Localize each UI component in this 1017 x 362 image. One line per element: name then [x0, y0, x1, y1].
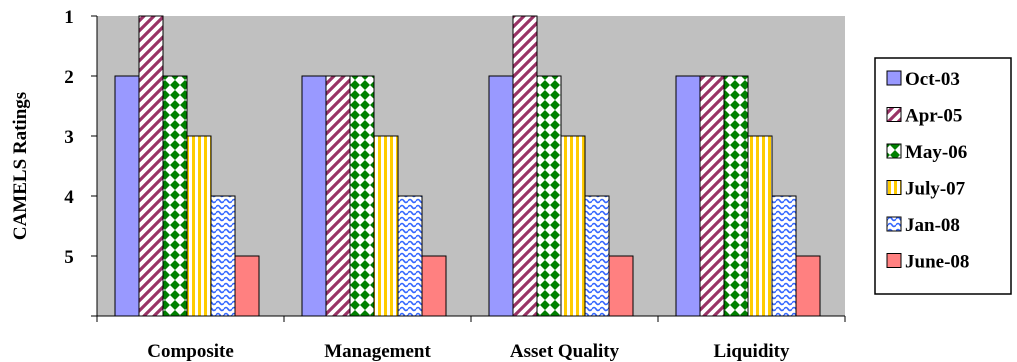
y-axis-title: CAMELS Ratings: [10, 92, 31, 240]
legend-label-june-08: June-08: [905, 252, 969, 273]
legend-label-oct-03: Oct-03: [905, 69, 960, 90]
legend: Oct-03 Apr-05 May-06 July-07 Jan-08 June-08: [886, 69, 969, 273]
bar-may-06-liquidity: [723, 75, 749, 317]
bar-may-06-management: [349, 75, 375, 317]
x-category-label: Composite: [147, 341, 234, 362]
x-category-label: Management: [324, 341, 431, 362]
y-tick-label: 5: [64, 247, 74, 268]
y-tick-labels: 1 2 3 4 5: [64, 7, 74, 268]
y-tick-label: 4: [64, 187, 74, 208]
x-category-labels: Composite Management Asset Quality Liquidit…: [147, 341, 790, 362]
y-tick-label: 2: [64, 67, 74, 88]
legend-swatch-may-06: [886, 143, 902, 159]
bar-oct-03-management: [301, 75, 327, 317]
bar-july-07-asset-quality: [560, 135, 586, 317]
legend-box: [874, 57, 1012, 295]
legend-swatch-july-07: [886, 180, 902, 195]
y-tick-label: 3: [64, 127, 74, 148]
bar-apr-05-liquidity: [699, 75, 725, 317]
x-category-label: Asset Quality: [510, 341, 620, 362]
bar-june-08-liquidity: [795, 255, 821, 317]
bar-june-08-management: [421, 255, 447, 317]
legend-swatch-jan-08: [886, 216, 902, 232]
bar-jan-08-liquidity: [771, 195, 797, 317]
axes-group: [91, 15, 846, 322]
bar-oct-03-liquidity: [675, 75, 701, 317]
bar-jan-08-composite: [210, 195, 236, 317]
bar-jan-08-asset-quality: [584, 195, 610, 317]
legend-swatch-june-08: [886, 253, 902, 268]
bars-group: [114, 15, 821, 317]
x-category-label: Liquidity: [713, 341, 790, 362]
bar-june-08-composite: [234, 255, 260, 317]
bar-oct-03-composite: [114, 75, 140, 317]
bar-apr-05-composite: [138, 15, 164, 317]
bar-july-07-management: [373, 135, 399, 317]
bar-may-06-asset-quality: [536, 75, 562, 317]
legend-label-apr-05: Apr-05: [905, 106, 962, 127]
bar-apr-05-management: [325, 75, 351, 317]
legend-label-jan-08: Jan-08: [905, 215, 960, 236]
legend-label-july-07: July-07: [905, 179, 966, 200]
legend-swatch-apr-05: [886, 107, 902, 122]
bar-jan-08-management: [397, 195, 423, 317]
y-tick-label: 1: [64, 7, 74, 28]
bar-july-07-composite: [186, 135, 212, 317]
bar-july-07-liquidity: [747, 135, 773, 317]
bar-apr-05-asset-quality: [512, 15, 538, 317]
bar-oct-03-asset-quality: [488, 75, 514, 317]
legend-label-may-06: May-06: [905, 142, 967, 163]
legend-swatch-oct-03: [886, 70, 902, 86]
bar-may-06-composite: [162, 75, 188, 317]
bar-june-08-asset-quality: [608, 255, 634, 317]
